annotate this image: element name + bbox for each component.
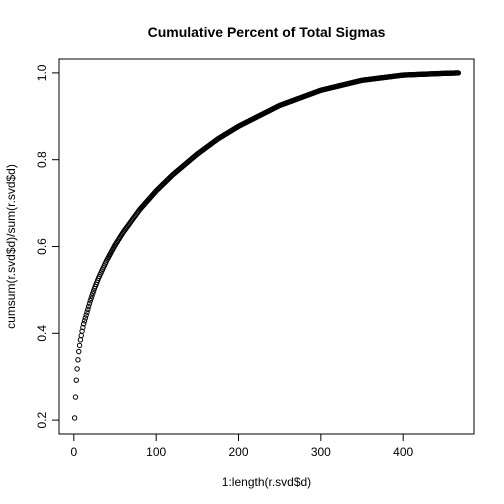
data-point	[74, 366, 80, 372]
data-point	[76, 348, 82, 355]
y-tick-label: 0.8	[35, 151, 49, 168]
data-point	[75, 357, 81, 363]
data-points	[71, 70, 462, 421]
data-point	[83, 312, 89, 318]
x-axis-label: 1:length(r.svd$d)	[222, 475, 311, 489]
data-point	[80, 324, 86, 331]
data-point	[71, 415, 78, 421]
y-tick-label: 0.4	[35, 325, 49, 342]
data-point	[88, 295, 94, 302]
data-point	[85, 306, 91, 313]
data-point	[85, 303, 92, 310]
x-tick-label: 0	[70, 445, 77, 459]
data-point	[73, 377, 79, 383]
data-point	[79, 328, 85, 334]
data-point	[72, 394, 79, 400]
y-tick-label: 1.0	[35, 64, 49, 81]
data-point	[90, 288, 97, 294]
y-axis: 0.2 0.4 0.6 0.8 1.0	[35, 64, 60, 428]
data-point	[81, 321, 87, 327]
data-point	[81, 318, 88, 324]
x-tick-label: 400	[393, 445, 413, 459]
data-point	[90, 290, 96, 297]
x-tick-label: 300	[311, 445, 331, 459]
x-tick-label: 200	[228, 445, 248, 459]
x-axis: 0 100 200 300 400	[70, 433, 414, 459]
data-point	[82, 315, 89, 321]
data-point	[84, 309, 90, 315]
y-axis-label: cumsum(r.svd$d)/sum(r.svd$d)	[4, 164, 18, 329]
chart-title: Cumulative Percent of Total Sigmas	[148, 24, 386, 40]
x-tick-label: 100	[146, 445, 166, 459]
data-point	[455, 70, 462, 76]
data-point	[76, 342, 83, 349]
y-tick-label: 0.6	[35, 238, 49, 255]
y-tick-label: 0.2	[35, 411, 49, 428]
data-point	[86, 300, 93, 307]
data-point	[89, 293, 95, 299]
data-point	[87, 298, 93, 304]
